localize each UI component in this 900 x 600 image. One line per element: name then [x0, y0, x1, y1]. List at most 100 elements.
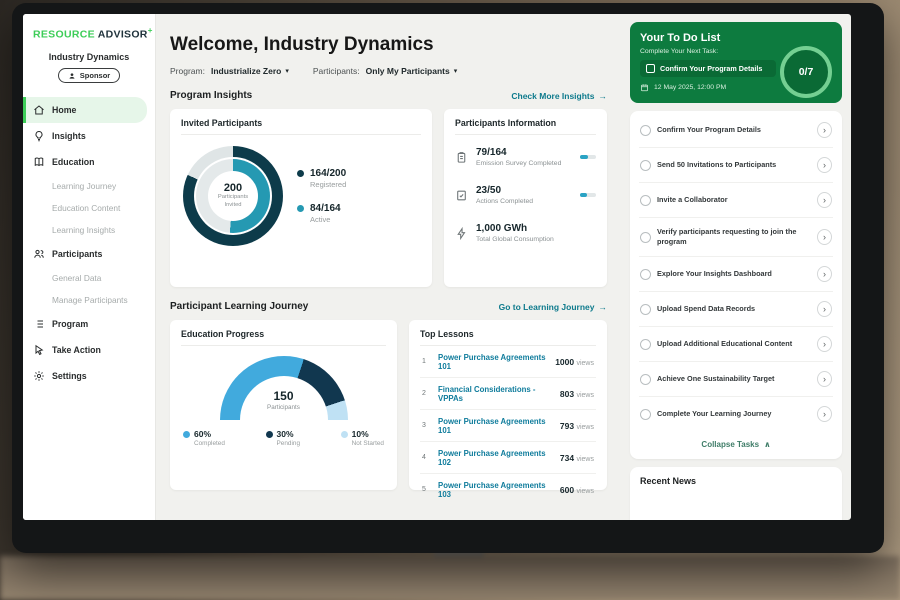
sidebar-item-learning-insights[interactable]: Learning Insights: [52, 224, 116, 235]
checkbox-icon[interactable]: [640, 268, 651, 280]
check-more-insights-link[interactable]: Check More Insights →: [511, 90, 608, 101]
sidebar-item-settings[interactable]: Settings: [23, 363, 155, 389]
sponsor-badge[interactable]: Sponsor: [57, 68, 121, 83]
legend-completed: 60% Completed: [183, 429, 225, 447]
checkbox-icon[interactable]: [646, 64, 655, 73]
sidebar-item-program[interactable]: Program: [23, 311, 155, 337]
checkbox-icon[interactable]: [640, 338, 651, 350]
chevron-right-button[interactable]: ›: [817, 336, 832, 353]
person-icon: [69, 72, 75, 79]
emission-survey-progress-bar: [580, 155, 596, 159]
app-logo: RESOURCE ADVISOR+: [23, 26, 155, 41]
sidebar-item-home[interactable]: Home: [23, 96, 147, 123]
sidebar-item-label: Insights: [52, 130, 86, 141]
todo-panel: Your To Do List Complete Your Next Task:…: [621, 14, 851, 520]
lesson-row[interactable]: 2 Financial Considerations - VPPAs 803 v…: [420, 378, 596, 410]
task-row[interactable]: Invite a Collaborator ›: [639, 183, 833, 218]
checkbox-icon[interactable]: [640, 231, 651, 243]
section-title-program-insights: Program Insights: [170, 90, 253, 101]
todo-task-list: Confirm Your Program Details › Send 50 I…: [630, 111, 842, 460]
sidebar-item-insights[interactable]: Insights: [23, 123, 155, 149]
checkbox-icon[interactable]: [640, 194, 651, 206]
lesson-row[interactable]: 3 Power Purchase Agreements 101 793 view…: [420, 410, 596, 442]
sidebar-item-participants[interactable]: Participants: [23, 241, 155, 267]
chevron-right-button[interactable]: ›: [817, 122, 832, 138]
lesson-row[interactable]: 1 Power Purchase Agreements 101 1000 vie…: [420, 346, 596, 378]
chevron-right-button[interactable]: ›: [817, 371, 832, 388]
checkbox-icon[interactable]: [640, 373, 651, 385]
sidebar: RESOURCE ADVISOR+ Industry Dynamics Spon…: [23, 14, 156, 520]
participants-information-card: Participants Information 79/164 Emission…: [444, 109, 607, 287]
screen: RESOURCE ADVISOR+ Industry Dynamics Spon…: [23, 14, 851, 520]
checkbox-icon[interactable]: [640, 159, 651, 171]
sidebar-item-label: Program: [52, 318, 89, 329]
task-row[interactable]: Complete Your Learning Journey ›: [639, 397, 833, 431]
lesson-link[interactable]: Power Purchase Agreements 101: [438, 352, 546, 371]
org-name: Industry Dynamics: [48, 51, 130, 62]
section-title-learning-journey: Participant Learning Journey: [170, 301, 309, 312]
lesson-row[interactable]: 4 Power Purchase Agreements 102 734 view…: [420, 442, 596, 474]
lesson-link[interactable]: Power Purchase Agreements 101: [438, 416, 546, 435]
participants-select[interactable]: Only My Participants ▾: [365, 66, 458, 76]
sidebar-item-take-action[interactable]: Take Action: [23, 337, 155, 363]
todo-summary-card: Your To Do List Complete Your Next Task:…: [630, 22, 842, 103]
arrow-right-icon: →: [598, 90, 608, 101]
chevron-up-icon: ∧: [764, 440, 771, 450]
chevron-right-button[interactable]: ›: [817, 266, 832, 283]
sidebar-item-education[interactable]: Education: [23, 149, 155, 175]
lesson-link[interactable]: Financial Considerations - VPPAs: [438, 384, 536, 403]
task-row[interactable]: Explore Your Insights Dashboard ›: [639, 257, 833, 293]
sidebar-item-label: Home: [52, 104, 77, 115]
chevron-right-button[interactable]: ›: [817, 301, 832, 318]
task-row[interactable]: Confirm Your Program Details ›: [639, 113, 833, 148]
collapse-tasks-button[interactable]: Collapse Tasks ∧: [701, 440, 771, 450]
home-icon: [33, 104, 45, 116]
card-title: Participants Information: [455, 118, 596, 135]
chevron-right-button[interactable]: ›: [817, 229, 832, 246]
list-icon: [33, 318, 45, 330]
task-row[interactable]: Verify participants requesting to join t…: [639, 218, 833, 258]
survey-icon: [455, 151, 468, 164]
gauge-center-value: 150: [273, 389, 294, 403]
donut-center-label: Participants Invited: [217, 194, 249, 208]
checkbox-icon[interactable]: [640, 408, 651, 420]
lesson-row[interactable]: 5 Power Purchase Agreements 103 600 view…: [422, 480, 594, 499]
legend-dot-active: [297, 205, 304, 212]
chevron-right-button[interactable]: ›: [817, 157, 832, 173]
gear-icon: [33, 370, 45, 382]
program-select[interactable]: Industrialize Zero ▾: [210, 66, 289, 76]
chevron-right-button[interactable]: ›: [817, 192, 832, 208]
due-date-row: 12 May 2025, 12:00 PM: [640, 83, 832, 92]
legend-active: 84/164 Active: [297, 203, 346, 224]
filters-row: Program: Industrialize Zero ▾ Participan…: [170, 66, 607, 76]
book-icon: [33, 156, 45, 168]
sidebar-item-education-content[interactable]: Education Content: [52, 202, 121, 213]
task-row[interactable]: Upload Additional Educational Content ›: [639, 327, 833, 363]
task-row[interactable]: Send 50 Invitations to Participants ›: [639, 148, 833, 183]
recent-news-title: Recent News: [640, 476, 697, 487]
sidebar-item-manage-participants[interactable]: Manage Participants: [52, 294, 128, 305]
legend-dot-completed: [183, 431, 190, 438]
next-task-row[interactable]: Confirm Your Program Details: [640, 60, 776, 77]
desk-surface: [0, 556, 900, 600]
card-title: Invited Participants: [181, 118, 421, 135]
cursor-icon: [33, 344, 45, 356]
stat-global-consumption: 1,000 GWh Total Global Consumption: [455, 214, 596, 252]
card-title: Education Progress: [181, 329, 386, 346]
chevron-down-icon: ▾: [285, 68, 289, 75]
task-row[interactable]: Achieve One Sustainability Target ›: [639, 362, 833, 398]
sidebar-item-label: Take Action: [52, 344, 101, 355]
checkbox-icon[interactable]: [640, 124, 651, 136]
checkbox-icon[interactable]: [640, 303, 651, 315]
lesson-link[interactable]: Power Purchase Agreements 102: [438, 448, 546, 467]
top-lessons-card: Top Lessons 1 Power Purchase Agreements …: [409, 320, 607, 499]
sidebar-item-general-data[interactable]: General Data: [52, 272, 102, 283]
task-row[interactable]: Upload Spend Data Records ›: [639, 292, 833, 328]
chevron-right-button[interactable]: ›: [817, 406, 832, 423]
legend-registered: 164/200 Registered: [297, 168, 346, 189]
go-to-learning-journey-link[interactable]: Go to Learning Journey →: [498, 301, 607, 312]
sidebar-item-learning-journey[interactable]: Learning Journey: [52, 180, 117, 191]
todo-subtitle: Complete Your Next Task:: [640, 48, 719, 55]
lesson-link[interactable]: Power Purchase Agreements 103: [438, 480, 546, 499]
card-title: Top Lessons: [420, 329, 596, 346]
